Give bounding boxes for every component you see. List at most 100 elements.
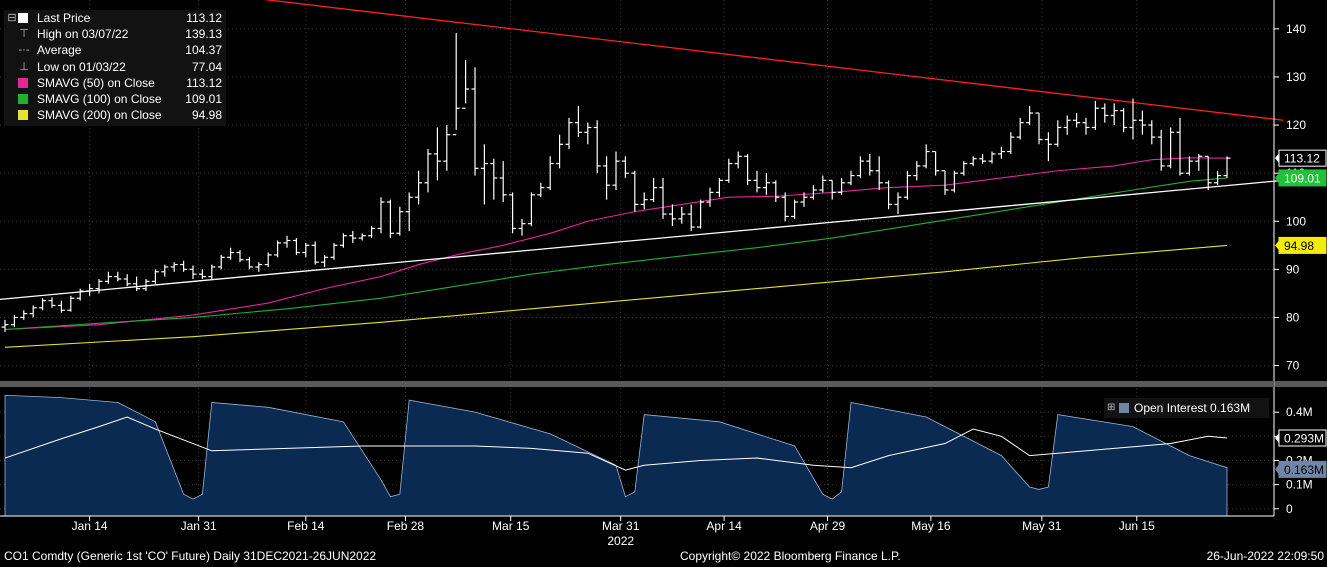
- legend-row-6: SMAVG (200) on Close 94.98: [4, 107, 226, 123]
- ohlc-bar-61: [574, 105, 582, 138]
- ohlc-bar-19: [180, 260, 188, 272]
- ohlc-bar-124: [1167, 127, 1175, 169]
- ohlc-bar-60: [565, 117, 573, 150]
- ohlc-bar-111: [1044, 132, 1052, 162]
- ohlc-bar-8: [76, 288, 84, 301]
- expand-icon[interactable]: ⊞: [1107, 402, 1116, 413]
- trendline-4: [263, 0, 1284, 121]
- ohlc-bar-17: [161, 264, 169, 277]
- y-tick-label-140: 140: [1286, 22, 1306, 36]
- legend-swatch: [18, 77, 28, 88]
- indicator-lines: [0, 0, 1284, 348]
- ohlc-bar-48: [452, 33, 460, 136]
- legend-value: 113.12: [186, 11, 222, 25]
- legend-label: High on 03/07/22: [37, 27, 129, 42]
- oi-tick-label-1: 0.1M: [1286, 478, 1313, 492]
- ohlc-bar-3: [29, 305, 37, 318]
- oi-value-box-0-label: 0.293M: [1284, 431, 1324, 445]
- ohlc-bar-102: [960, 161, 968, 176]
- ohlc-bar-0: [1, 319, 9, 332]
- ohlc-bar-68: [640, 192, 648, 210]
- y-tick-label-100: 100: [1286, 214, 1306, 228]
- ohlc-bar-1: [10, 315, 18, 328]
- ohlc-bar-53: [499, 161, 507, 203]
- ohlc-bar-63: [593, 120, 601, 174]
- ohlc-bar-25: [236, 250, 244, 263]
- ohlc-bar-49: [462, 60, 470, 109]
- ohlc-bar-65: [612, 151, 620, 190]
- ohlc-bar-14: [133, 276, 141, 292]
- ohlc-bar-11: [104, 271, 112, 284]
- average-marker-icon: -·-: [18, 44, 30, 57]
- ohlc-bar-44: [415, 170, 423, 205]
- legend-label: Last Price: [37, 11, 91, 25]
- x-tick-label-0: Jan 14: [72, 519, 108, 533]
- ohlc-bar-91: [856, 156, 864, 178]
- ohlc-bar-74: [697, 199, 705, 229]
- ohlc-bar-47: [443, 125, 451, 171]
- legend-swatch: [18, 93, 28, 104]
- legend-label: SMAVG (50) on Close: [37, 75, 155, 90]
- trendline-3: [0, 179, 1284, 301]
- ohlc-bar-38: [358, 233, 366, 241]
- panel-divider: [0, 381, 1274, 387]
- ohlc-bar-2: [20, 310, 28, 320]
- legend-row-0: ⊟ Last Price 113.12: [4, 10, 226, 26]
- ohlc-bar-120: [1129, 98, 1137, 140]
- x-tick-label-7: Apr 29: [810, 519, 846, 533]
- footer-security: CO1 Comdty (Generic 1st 'CO' Future) Dai…: [4, 549, 377, 563]
- price-value-box-0: 113.12: [1275, 149, 1327, 167]
- collapse-icon[interactable]: ⊟: [7, 12, 17, 24]
- ohlc-bar-83: [781, 192, 789, 222]
- ohlc-bar-84: [791, 199, 799, 219]
- legend-value: 109.01: [185, 91, 222, 106]
- ohlc-bar-73: [687, 204, 695, 231]
- ohlc-bar-80: [753, 170, 761, 193]
- ohlc-bar-115: [1082, 117, 1090, 135]
- open-interest-legend: ⊞ Open Interest 0.163M: [1104, 398, 1269, 418]
- ohlc-bar-123: [1157, 129, 1165, 171]
- ohlc-bar-7: [67, 295, 75, 312]
- ohlc-bar-88: [828, 179, 836, 200]
- ohlc-bar-121: [1138, 110, 1146, 135]
- ohlc-bar-108: [1016, 117, 1024, 140]
- ohlc-bar-66: [621, 156, 629, 178]
- ohlc-bar-26: [245, 257, 253, 270]
- sma-line-0: [4, 157, 1228, 331]
- footer-timestamp: 26-Jun-2022 22:09:50: [1206, 549, 1324, 563]
- sma-line-1: [4, 177, 1228, 331]
- price-value-box-2: 94.98: [1275, 236, 1327, 254]
- ohlc-bar-89: [838, 177, 846, 195]
- ohlc-bar-51: [480, 144, 488, 205]
- ohlc-bar-21: [198, 269, 206, 279]
- ohlc-bar-37: [349, 230, 357, 243]
- ohlc-bar-130: [1223, 156, 1231, 178]
- ohlc-bar-86: [809, 185, 817, 200]
- legend-label: Average: [37, 43, 82, 58]
- legend-row-2: -·- Average 104.37: [4, 42, 226, 58]
- ohlc-bar-77: [725, 158, 733, 183]
- ohlc-bar-45: [424, 149, 432, 193]
- ohlc-bar-36: [339, 233, 347, 248]
- ohlc-bar-42: [396, 206, 404, 236]
- ohlc-bar-82: [772, 180, 780, 203]
- x-tick-label-4: Mar 15: [492, 519, 530, 533]
- ohlc-bar-33: [311, 241, 319, 265]
- ohlc-bar-55: [518, 218, 526, 236]
- chart-legend: ⊟ Last Price 113.12 ⊤ High on 03/07/22 139.13…: [4, 10, 226, 126]
- ohlc-bar-30: [283, 235, 291, 248]
- x-tick-label-9: May 31: [1022, 519, 1062, 533]
- ohlc-bar-96: [903, 170, 911, 200]
- x-tick-label-1: Jan 31: [181, 519, 217, 533]
- footer-copyright: Copyright© 2022 Bloomberg Finance L.P.: [680, 549, 901, 563]
- ohlc-bar-81: [762, 173, 770, 195]
- price-value-box-2-pointer: [1275, 240, 1279, 251]
- ohlc-bar-78: [734, 151, 742, 169]
- axes: [0, 0, 1327, 517]
- oi-value-box-0-pointer: [1275, 432, 1279, 443]
- ohlc-bar-29: [274, 240, 282, 258]
- ohlc-bar-128: [1204, 155, 1212, 190]
- ohlc-bar-24: [227, 247, 235, 260]
- price-value-box-1: 109.01: [1275, 169, 1327, 187]
